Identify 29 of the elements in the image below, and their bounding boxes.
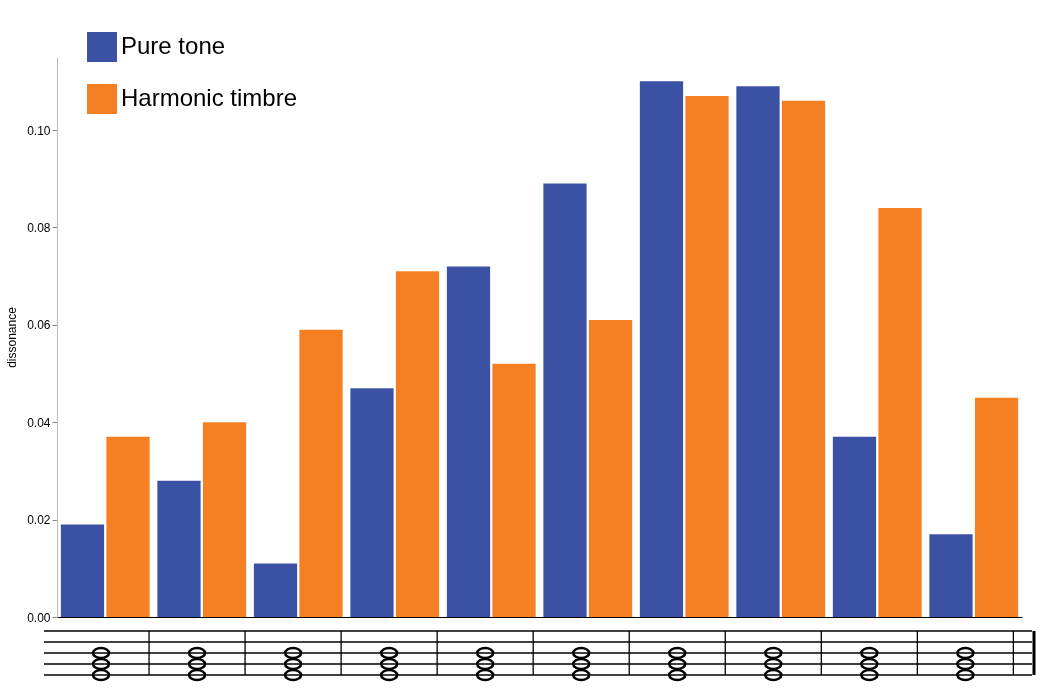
legend-label: Pure tone: [121, 32, 226, 59]
bar: [446, 266, 491, 617]
y-tick-label: 0.06: [27, 318, 51, 333]
y-tick-label: 0.00: [27, 610, 51, 625]
bar: [781, 100, 826, 617]
bar: [878, 207, 922, 617]
bar: [60, 524, 105, 617]
legend-label: Harmonic timbre: [121, 84, 298, 111]
bar: [157, 480, 201, 617]
bar: [543, 183, 587, 617]
bar: [253, 563, 298, 617]
bar: [492, 363, 536, 617]
y-axis-title: dissonance: [5, 306, 20, 368]
y-tick-label: 0.10: [27, 123, 51, 138]
y-tick-label: 0.04: [27, 415, 51, 430]
bar: [685, 95, 729, 617]
bar: [974, 397, 1019, 617]
bar: [588, 319, 633, 617]
bar: [106, 436, 150, 617]
bar: [736, 86, 780, 617]
bar: [929, 534, 973, 617]
y-tick-label: 0.08: [27, 220, 51, 235]
bar: [395, 271, 440, 617]
bar: [350, 388, 394, 617]
bar: [832, 436, 877, 617]
bar: [202, 422, 247, 617]
y-tick-label: 0.02: [27, 513, 51, 528]
bar: [299, 329, 343, 617]
bar: [639, 81, 684, 617]
